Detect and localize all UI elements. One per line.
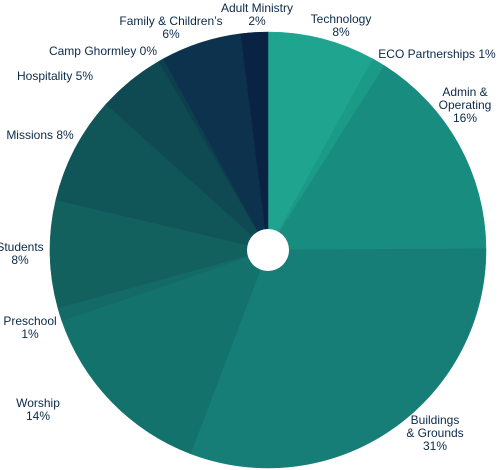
pie-slice-missions	[55, 103, 269, 251]
slice-label-missions: Missions 8%	[6, 128, 74, 142]
slice-label-worship: Worship 14%	[16, 396, 60, 423]
slice-label-hospitality: Hospitality 5%	[17, 69, 93, 83]
slice-label-admin-and-operating: Admin & Operating 16%	[439, 85, 492, 125]
pie-slice-technology	[267, 31, 373, 251]
pie-slice-buildings-and-grounds	[190, 248, 487, 469]
slice-label-students: Students 8%	[0, 240, 44, 267]
slice-label-technology: Technology 8%	[311, 12, 372, 39]
pie-labels: Technology 8% ECO Partnerships 1% Admin & Op…	[0, 1, 496, 453]
slice-label-preschool: Preschool 1%	[3, 314, 56, 341]
pie-slice-adult-ministry	[240, 31, 269, 251]
pie-slice-worship	[61, 249, 269, 455]
slice-label-eco-partnerships: ECO Partnerships 1%	[378, 47, 496, 61]
slice-label-adult-ministry: Adult Ministry 2%	[221, 1, 293, 28]
donut-hole	[247, 229, 289, 271]
slice-label-family-and-children-s: Family & Children’s 6%	[119, 14, 222, 41]
slice-label-camp-ghormley: Camp Ghormley 0%	[49, 44, 157, 58]
pie-slice-admin-and-operating	[267, 65, 487, 251]
slice-label-buildings-and-grounds: Buildings & Grounds 31%	[406, 413, 463, 453]
pie-slices	[49, 31, 487, 469]
pie-slice-students	[49, 199, 269, 309]
